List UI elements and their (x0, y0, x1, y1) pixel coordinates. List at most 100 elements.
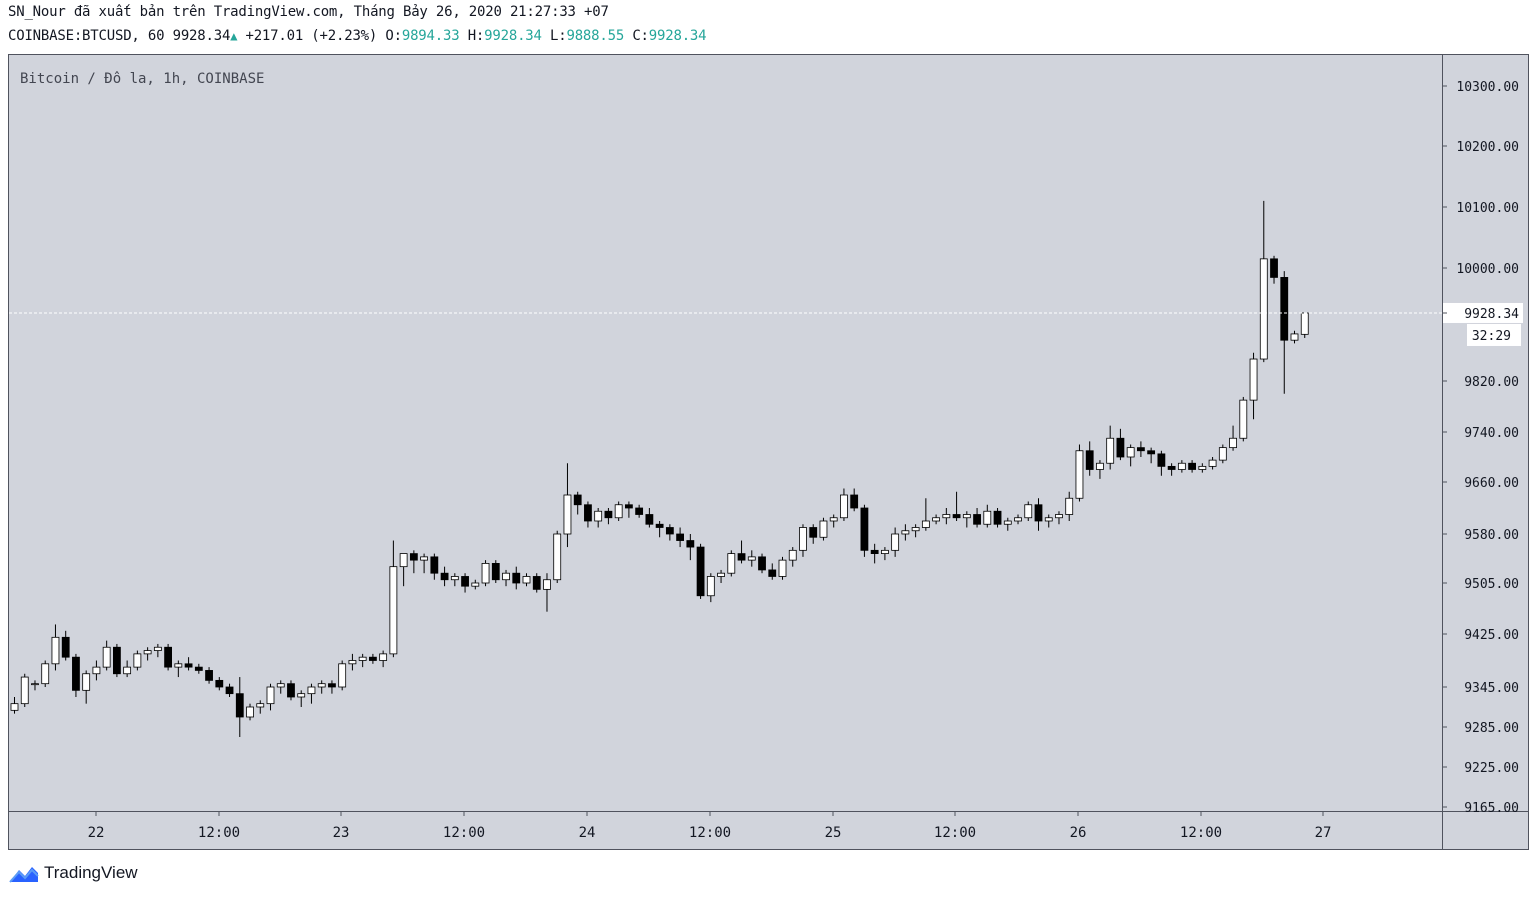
candle (389, 540, 398, 658)
candle-body-up (276, 683, 285, 688)
candle (860, 504, 869, 557)
close-label: C: (632, 28, 649, 44)
candle (614, 501, 623, 521)
price-tick: 9425.00 (1442, 628, 1519, 643)
time-tick: 12:00 (1180, 811, 1222, 841)
plot-background (9, 55, 1442, 811)
time-tick-label: 12:00 (443, 825, 485, 841)
time-tick-label: 26 (1070, 825, 1087, 841)
candle (809, 524, 818, 544)
candle-body-down (215, 679, 224, 688)
candle-body-up (1229, 437, 1237, 449)
candle (1096, 460, 1104, 479)
candle (717, 569, 725, 583)
candle (1147, 447, 1156, 464)
countdown-text: 32:29 (1472, 329, 1511, 344)
candle-body-up (420, 556, 429, 561)
candle (1065, 491, 1074, 521)
time-tick: 26 (1070, 811, 1087, 841)
candle (399, 553, 408, 587)
time-tick-label: 12:00 (198, 825, 240, 841)
candle (1167, 463, 1176, 476)
candle-body-down (625, 504, 633, 509)
candle-body-up (563, 494, 572, 535)
candle-body-up (20, 676, 29, 705)
candle (1126, 444, 1135, 467)
candle (194, 663, 203, 674)
low-label: L: (550, 28, 567, 44)
time-axis-background (9, 811, 1442, 849)
candle (1198, 463, 1207, 473)
candle-body-down (809, 527, 818, 538)
candle (266, 683, 275, 711)
candle-body-down (952, 514, 961, 519)
candle-body-up (1198, 465, 1207, 470)
candle (829, 514, 838, 528)
candle (645, 508, 654, 528)
candle (819, 517, 828, 541)
candle-body-up (819, 520, 828, 538)
candle (440, 566, 449, 587)
candle (20, 673, 29, 707)
candle-body-up (317, 683, 326, 688)
chart-frame[interactable]: Bitcoin / Đô la, 1h, COINBASE 10300.00 10… (8, 54, 1529, 850)
candlestick-chart[interactable]: Bitcoin / Đô la, 1h, COINBASE 10300.0010… (9, 55, 1528, 849)
candle-body-up (1259, 258, 1268, 360)
candle (276, 680, 285, 694)
candle-body-up (1249, 358, 1258, 401)
candle-body-down (184, 663, 193, 668)
candle-body-down (287, 683, 295, 698)
price-tick-label: 9345.00 (1464, 681, 1519, 696)
candle (420, 553, 429, 574)
candle (962, 511, 971, 528)
candle-body-down (676, 533, 684, 541)
candle-body-down (696, 546, 705, 597)
time-tick: 24 (579, 811, 596, 841)
time-tick-label: 24 (579, 825, 596, 841)
candle-body-up (92, 666, 101, 675)
candle (174, 660, 183, 678)
candle (1034, 498, 1043, 531)
candle (409, 550, 418, 574)
price-tick-label: 9225.00 (1464, 761, 1519, 776)
price-change: +217.01 (+2.23%) (245, 28, 378, 44)
candle (1300, 312, 1309, 338)
candle (584, 501, 592, 528)
candle-body-down (870, 549, 879, 555)
candle (840, 488, 848, 521)
candle (10, 697, 19, 714)
candle (1024, 501, 1033, 521)
candle-body-up (389, 566, 398, 655)
candle-body-up (1003, 520, 1012, 525)
candle (92, 660, 101, 681)
candle-body-up (348, 660, 357, 665)
candle-body-down (737, 553, 746, 561)
candle (1218, 444, 1227, 464)
close-value: 9928.34 (648, 28, 707, 44)
candle-body-up (174, 663, 183, 668)
time-tick: 12:00 (934, 811, 976, 841)
candle-body-up (901, 530, 910, 535)
candle-body-up (747, 556, 756, 561)
candle-body-up (706, 576, 715, 597)
time-axis: 22 12:00 23 12:00 24 12:00 25 12:00 26 12:00 27 (88, 811, 1331, 841)
candle (1249, 352, 1258, 420)
candle-body-up (840, 494, 848, 519)
price-tick-label: 9505.00 (1464, 577, 1519, 592)
candle (1188, 460, 1196, 473)
candle-body-down (512, 572, 521, 584)
candle (450, 573, 459, 587)
candle (61, 630, 70, 661)
candle (246, 703, 254, 721)
candle (317, 680, 326, 694)
candle-body-down (1085, 450, 1094, 470)
candle (1003, 517, 1012, 531)
candle (133, 650, 142, 671)
tradingview-logo[interactable]: TradingView (8, 862, 138, 884)
candle (471, 579, 480, 590)
candle (635, 504, 644, 518)
candle (225, 683, 234, 697)
candle-body-up (450, 576, 459, 581)
candle-body-down (604, 510, 613, 519)
candle (625, 501, 633, 518)
